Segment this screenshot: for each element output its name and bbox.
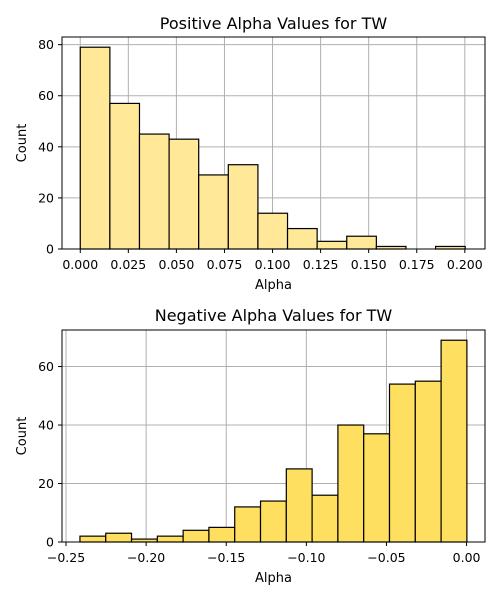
histogram-bar <box>363 433 391 543</box>
x-tick-label: −0.10 <box>287 550 325 565</box>
histogram-bar <box>259 500 287 543</box>
x-tick-label: 0.100 <box>255 257 291 272</box>
chart-title: Negative Alpha Values for TW <box>155 306 393 325</box>
negative-alpha-histogram: −0.25 −0.20 −0.15 −0.10 −0.05 0.00 0 20 40 60 Neg… <box>15 306 486 586</box>
plot-frame <box>61 36 486 250</box>
histogram-bar <box>198 174 229 250</box>
histogram-bar <box>109 102 141 250</box>
histogram-bar <box>337 424 365 543</box>
histogram-bar <box>182 529 210 543</box>
y-tick-label: 0 <box>46 535 54 550</box>
y-tick-label: 60 <box>38 359 54 374</box>
x-tick-label: −0.05 <box>367 550 405 565</box>
axis-ticks: −0.25 −0.20 −0.15 −0.10 −0.05 0.00 0 20 40 60 <box>38 359 480 565</box>
histogram-bar <box>440 339 468 543</box>
histogram-bar <box>257 212 289 250</box>
y-tick-label: 60 <box>38 88 54 103</box>
histogram-bar <box>79 46 111 250</box>
histogram-bar <box>208 526 236 543</box>
y-tick-label: 80 <box>38 37 54 52</box>
x-tick-label: 0.025 <box>110 257 146 272</box>
x-axis-label: Alpha <box>255 571 292 586</box>
histogram-bar <box>227 164 259 250</box>
histogram-bar <box>138 133 170 250</box>
x-tick-label: 0.00 <box>453 550 481 565</box>
y-tick-label: 20 <box>38 190 54 205</box>
chart-title: Positive Alpha Values for TW <box>160 14 388 33</box>
plot-frame <box>61 329 486 543</box>
positive-alpha-histogram: 0.000 0.025 0.050 0.075 0.100 0.125 0.150 0.175… <box>15 14 486 293</box>
x-tick-label: 0.175 <box>399 257 435 272</box>
histogram-bar <box>346 235 377 250</box>
x-tick-label: 0.200 <box>447 257 483 272</box>
histogram-bar <box>234 506 262 543</box>
histogram-bar <box>156 535 184 543</box>
histogram-bars <box>79 46 466 250</box>
y-tick-label: 0 <box>46 242 54 257</box>
histogram-bar <box>105 532 133 543</box>
x-tick-label: −0.15 <box>207 550 245 565</box>
x-tick-label: 0.000 <box>62 257 98 272</box>
histogram-bar <box>311 494 339 543</box>
x-tick-label: −0.25 <box>47 550 85 565</box>
histogram-bar <box>388 383 416 543</box>
histogram-bars <box>79 339 468 543</box>
y-tick-label: 20 <box>38 476 54 491</box>
histogram-bar <box>316 240 348 250</box>
x-axis-label: Alpha <box>255 278 292 293</box>
y-axis-label: Count <box>15 124 30 163</box>
x-tick-label: 0.050 <box>159 257 195 272</box>
histogram-bar <box>286 227 318 250</box>
x-tick-label: 0.125 <box>303 257 339 272</box>
x-tick-label: −0.20 <box>127 550 165 565</box>
y-tick-label: 40 <box>38 418 54 433</box>
histogram-bar <box>414 380 442 543</box>
histogram-bar <box>285 468 313 543</box>
histogram-bar <box>168 138 200 250</box>
y-tick-label: 40 <box>38 139 54 154</box>
x-tick-label: 0.150 <box>351 257 387 272</box>
y-axis-label: Count <box>15 417 30 456</box>
x-tick-label: 0.075 <box>207 257 243 272</box>
histogram-bar <box>79 535 107 543</box>
axis-ticks: 0.000 0.025 0.050 0.075 0.100 0.125 0.150 0.175… <box>38 37 483 272</box>
